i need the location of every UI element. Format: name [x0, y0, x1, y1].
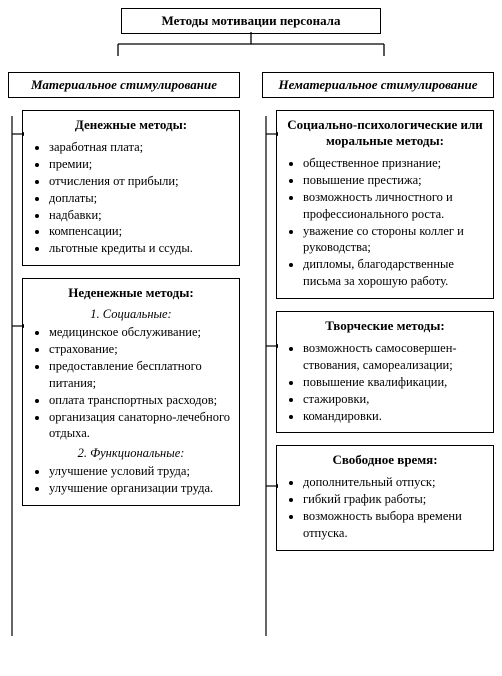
list-item: премии; — [49, 156, 231, 173]
list-item: общественное признание; — [303, 155, 485, 172]
right-box-0-list: общественное признание; повышение прести… — [285, 155, 485, 290]
right-inner: Социально-психологические или моральные … — [276, 110, 494, 551]
right-category-label: Нематериальное стимулирование — [278, 77, 477, 92]
list-item: льготные кредиты и ссуды. — [49, 240, 231, 257]
root-title-box: Методы мотивации персонала — [121, 8, 381, 34]
left-box-1: Неденежные методы: 1. Социальные: медици… — [22, 278, 240, 506]
list-item: возможность выбора времени отпуска. — [303, 508, 485, 542]
list-item: возможность личностного и профессиональн… — [303, 189, 485, 223]
list-item: организация санаторно-лечебного отдыха. — [49, 409, 231, 443]
list-item: дополнительный отпуск; — [303, 474, 485, 491]
right-box-2-title: Свободное время: — [285, 452, 485, 468]
list-item: гибкий график работы; — [303, 491, 485, 508]
list-item: стажировки, — [303, 391, 485, 408]
right-box-2-list: дополнительный отпуск; гибкий график раб… — [285, 474, 485, 542]
list-item: медицинское обслуживание; — [49, 324, 231, 341]
list-item: уважение со стороны коллег и руководства… — [303, 223, 485, 257]
left-box-0: Денежные методы: заработная плата; преми… — [22, 110, 240, 266]
list-item: отчисления от прибыли; — [49, 173, 231, 190]
left-category-label: Материальное стимулирование — [31, 77, 217, 92]
right-box-0: Социально-психологические или моральные … — [276, 110, 494, 299]
list-item: дипломы, благодарственные письма за хоро… — [303, 256, 485, 290]
left-box-1-sub-1: 2. Функциональные: — [31, 446, 231, 461]
right-column: Нематериальное стимулирование Социально-… — [262, 72, 494, 551]
left-box-1-list-1: улучшение условий труда; улучшение орган… — [31, 463, 231, 497]
list-item: улучшение организации тру­да. — [49, 480, 231, 497]
list-item: оплата транспортных расхо­дов; — [49, 392, 231, 409]
diagram-root: Методы мотивации персонала Материальное … — [8, 8, 494, 551]
right-box-1-list: возможность самосовершен­ствования, само… — [285, 340, 485, 424]
right-box-1-title: Творческие методы: — [285, 318, 485, 334]
list-item: надбавки; — [49, 207, 231, 224]
list-item: страхование; — [49, 341, 231, 358]
right-box-1: Творческие методы: возможность самосовер… — [276, 311, 494, 433]
left-box-1-list-0: медицинское обслуживание; страхование; п… — [31, 324, 231, 442]
list-item: улучшение условий труда; — [49, 463, 231, 480]
list-item: компенсации; — [49, 223, 231, 240]
left-box-0-title: Денежные методы: — [31, 117, 231, 133]
list-item: доплаты; — [49, 190, 231, 207]
list-item: командировки. — [303, 408, 485, 425]
right-box-2: Свободное время: дополнительный отпуск; … — [276, 445, 494, 551]
right-box-0-title: Социально-психологические или моральные … — [285, 117, 485, 149]
left-box-1-sub-0: 1. Социальные: — [31, 307, 231, 322]
list-item: повышение квалификации, — [303, 374, 485, 391]
left-box-0-list: заработная плата; премии; отчисления от … — [31, 139, 231, 257]
left-column: Материальное стимулирование Денежные мет… — [8, 72, 240, 551]
list-item: повышение престижа; — [303, 172, 485, 189]
left-inner: Денежные методы: заработная плата; преми… — [22, 110, 240, 506]
left-box-1-title: Неденежные методы: — [31, 285, 231, 301]
left-category-box: Материальное стимулирование — [8, 72, 240, 98]
list-item: заработная плата; — [49, 139, 231, 156]
list-item: предоставление бесплатного питания; — [49, 358, 231, 392]
list-item: возможность самосовершен­ствования, само… — [303, 340, 485, 374]
root-title: Методы мотивации персонала — [162, 13, 341, 28]
right-category-box: Нематериальное стимулирование — [262, 72, 494, 98]
columns: Материальное стимулирование Денежные мет… — [8, 72, 494, 551]
